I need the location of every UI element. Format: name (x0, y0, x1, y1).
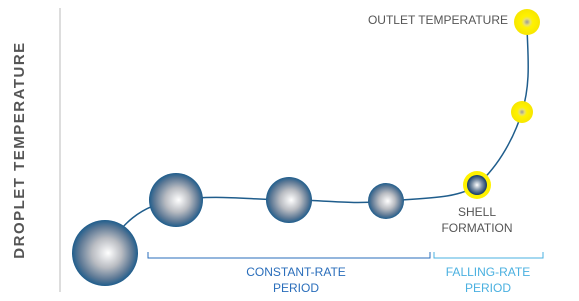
period-label: FALLING-RATE (446, 265, 530, 279)
dry-particle (514, 9, 540, 35)
bracket (148, 252, 430, 258)
shell-label: SHELL (458, 205, 496, 219)
droplet (368, 183, 404, 219)
dry-particle (511, 101, 533, 123)
droplet (72, 220, 138, 286)
axis-label: DROPLET TEMPERATURE (11, 41, 28, 258)
droplet (467, 175, 487, 195)
bracket (434, 252, 543, 258)
shell-label: FORMATION (441, 221, 512, 235)
diagram: DROPLET TEMPERATURE OUTLET TEMPERATURE S… (0, 0, 579, 301)
droplet (149, 173, 203, 227)
period-label: CONSTANT-RATE (246, 265, 346, 279)
period-label: PERIOD (465, 281, 511, 295)
period-label: PERIOD (273, 281, 319, 295)
droplet (266, 177, 312, 223)
outlet-label: OUTLET TEMPERATURE (368, 13, 508, 27)
